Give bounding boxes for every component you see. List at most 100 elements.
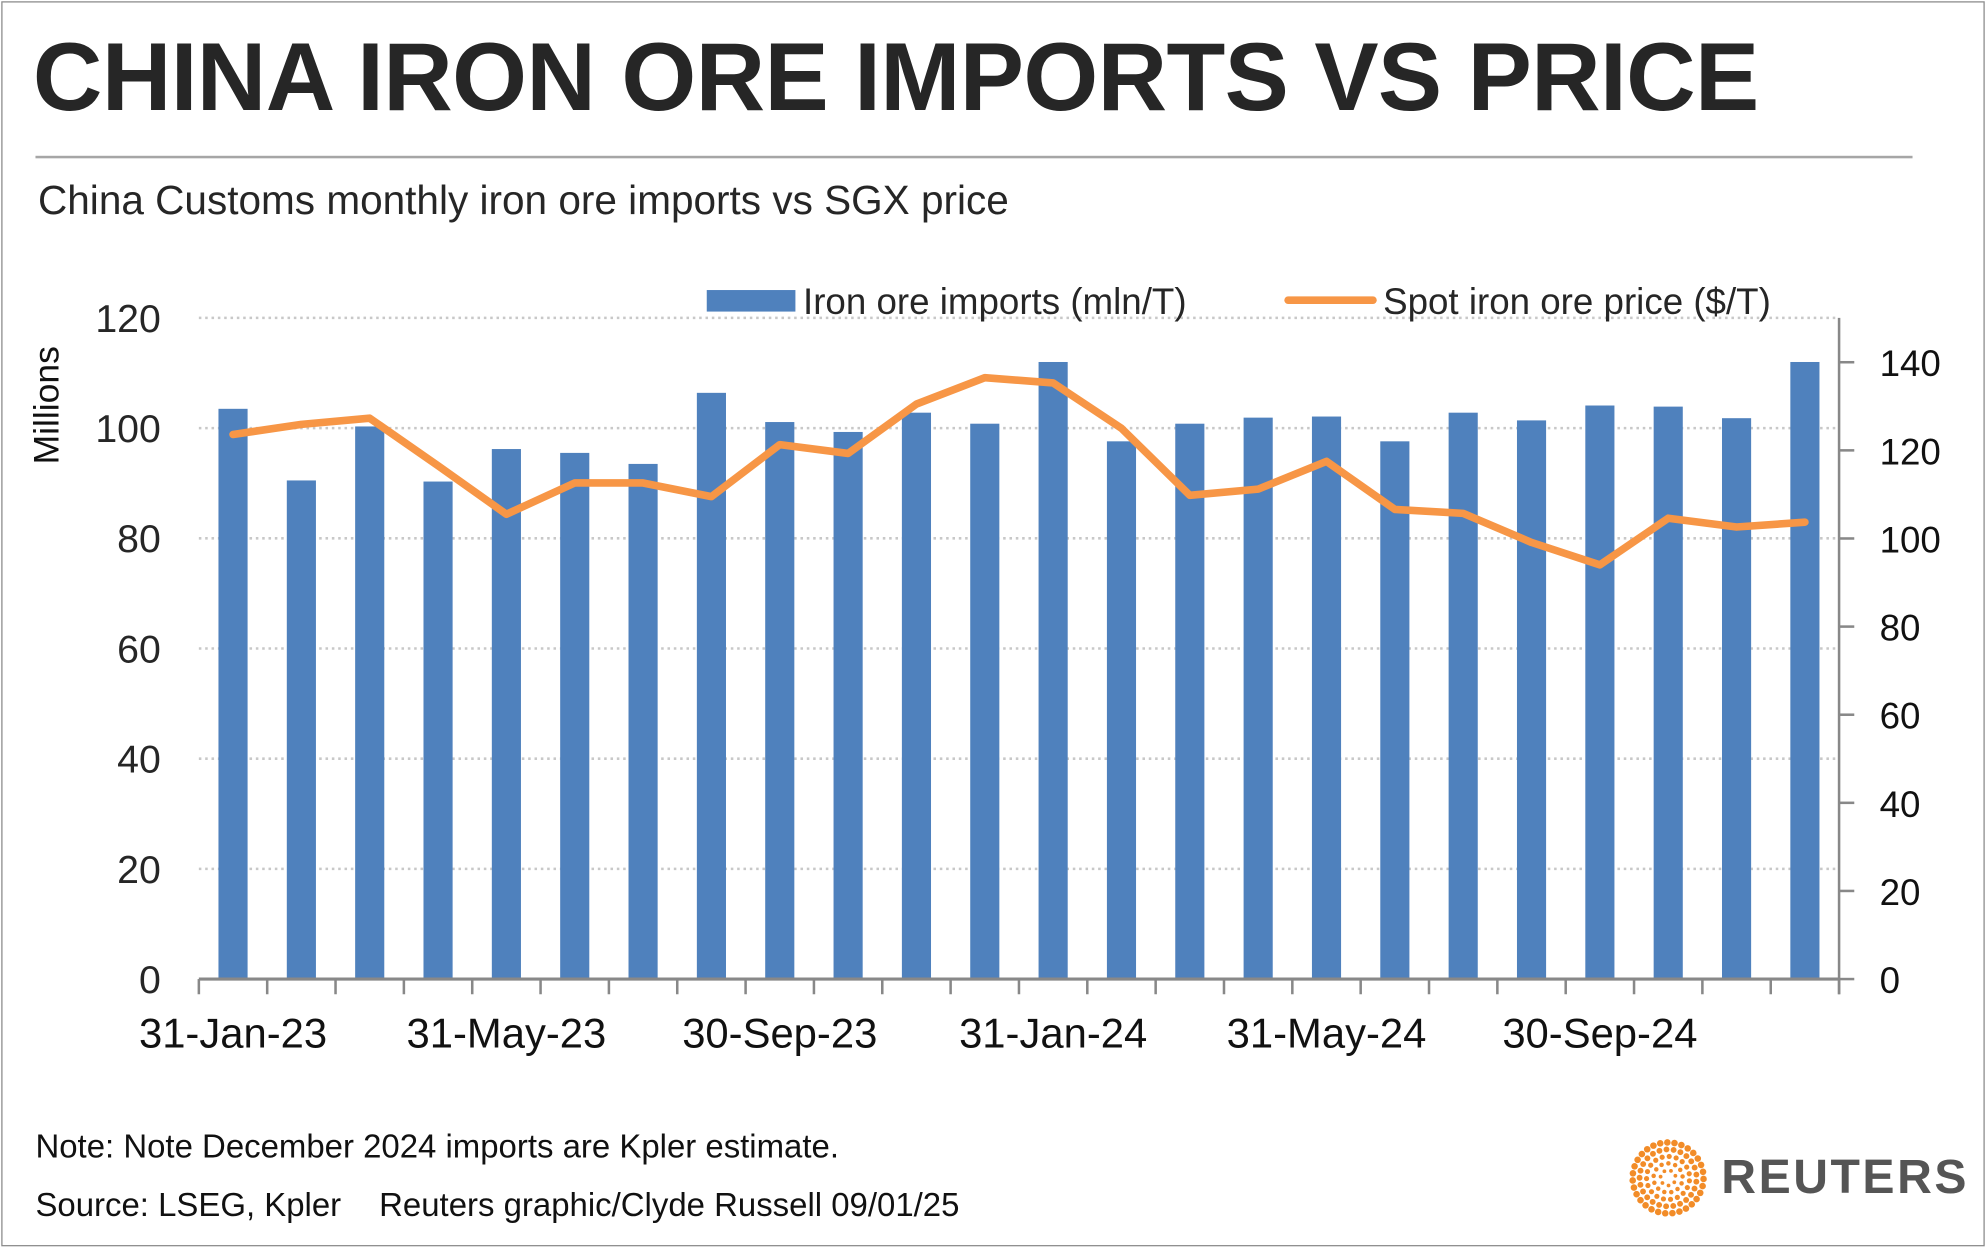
logo-dot [1700, 1169, 1707, 1176]
right-tick-label: 100 [1880, 519, 1941, 560]
logo-dot [1650, 1142, 1657, 1149]
y-axis-label: Millions [26, 346, 66, 464]
logo-dot [1664, 1139, 1671, 1146]
logo-dot [1653, 1158, 1658, 1163]
x-tick-label: 31-May-23 [407, 1009, 607, 1056]
bars [218, 362, 1819, 979]
logo-dot [1672, 1180, 1676, 1184]
legend: Iron ore imports (mln/T) Spot iron ore p… [707, 281, 1771, 322]
logo-dot [1651, 1174, 1655, 1178]
bar-30-Sep-24 [1585, 406, 1614, 980]
bar-31-Jul-23 [629, 464, 658, 979]
logo-dot [1680, 1159, 1685, 1164]
logo-dot [1654, 1194, 1659, 1199]
logo-dot [1645, 1169, 1650, 1174]
bar-31-Mar-24 [1175, 424, 1204, 979]
logo-dot [1700, 1176, 1707, 1183]
logo-dot [1698, 1162, 1705, 1169]
logo-dot [1677, 1149, 1683, 1155]
x-tick-label: 31-May-24 [1227, 1009, 1427, 1056]
logo-dot [1662, 1190, 1666, 1194]
price-line [233, 378, 1805, 566]
bar-30-Nov-23 [902, 413, 931, 979]
logo-dot [1656, 1186, 1660, 1190]
logo-dot [1657, 1140, 1664, 1147]
logo-dot [1680, 1174, 1684, 1178]
logo-dot [1645, 1183, 1650, 1188]
logo-dot [1644, 1146, 1651, 1153]
x-tick-label: 30-Sep-23 [682, 1009, 877, 1056]
logo-dot [1659, 1163, 1663, 1167]
logo-dot [1655, 1209, 1662, 1216]
logo-dot [1654, 1167, 1658, 1171]
logo-dot [1692, 1186, 1698, 1192]
bar-31-Jan-23 [218, 409, 247, 979]
reuters-logo-text: REUTERS [1721, 1151, 1969, 1205]
logo-dot [1659, 1175, 1663, 1179]
logo-dot [1661, 1181, 1665, 1185]
left-tick-label: 120 [95, 297, 161, 341]
logo-dot [1690, 1150, 1697, 1157]
logo-dot [1670, 1203, 1676, 1209]
logo-dot [1639, 1151, 1646, 1158]
logo-dot [1673, 1163, 1677, 1167]
logo-dot [1687, 1178, 1692, 1183]
logo-dot [1669, 1169, 1673, 1173]
x-tick-label: 31-Jan-24 [959, 1009, 1147, 1056]
right-tick-label: 40 [1880, 784, 1921, 825]
reuters-logo-icon [1628, 1137, 1709, 1218]
logo-dot [1637, 1197, 1644, 1204]
logo-dot [1633, 1191, 1640, 1198]
logo-dot [1688, 1201, 1695, 1208]
bar-31-Aug-23 [697, 393, 726, 979]
logo-dot [1683, 1153, 1689, 1159]
logo-dot [1631, 1184, 1638, 1191]
logo-dot [1640, 1189, 1646, 1195]
logo-dot [1644, 1155, 1650, 1161]
credit-text: Reuters graphic/Clyde Russell 09/01/25 [379, 1186, 959, 1224]
logo-dot [1671, 1140, 1678, 1147]
logo-dot [1634, 1157, 1641, 1164]
logo-dot [1649, 1189, 1654, 1194]
logo-dot [1673, 1174, 1677, 1178]
right-tick-label: 120 [1880, 431, 1941, 472]
bar-31-May-24 [1312, 417, 1341, 980]
logo-dot [1640, 1161, 1646, 1167]
bar-30-Apr-23 [423, 482, 452, 980]
logo-dot [1675, 1195, 1680, 1200]
bar-31-Aug-24 [1517, 420, 1546, 979]
right-tick-label: 80 [1880, 608, 1921, 649]
logo-dot [1679, 1181, 1683, 1185]
logo-dot [1678, 1168, 1682, 1172]
logo-dot [1638, 1168, 1644, 1174]
logo-dot [1693, 1179, 1699, 1185]
logo-dot [1644, 1176, 1649, 1181]
logo-dot [1669, 1190, 1673, 1194]
logo-dot [1671, 1147, 1677, 1153]
logo-dot [1650, 1151, 1656, 1157]
logo-dot [1637, 1175, 1643, 1181]
logo-dot [1630, 1170, 1637, 1177]
bar-30-Nov-24 [1722, 418, 1751, 979]
legend-label-imports: Iron ore imports (mln/T) [803, 281, 1187, 322]
logo-dot [1677, 1201, 1683, 1207]
logo-dot [1644, 1194, 1650, 1200]
logo-dot [1692, 1165, 1698, 1171]
logo-dot [1669, 1210, 1676, 1217]
left-tick-label: 100 [95, 407, 161, 451]
x-tick-label: 31-Jan-23 [139, 1009, 327, 1056]
right-tick-label: 60 [1880, 696, 1921, 737]
right-tick-label: 140 [1880, 343, 1941, 384]
logo-dot [1683, 1197, 1689, 1203]
left-tick-label: 80 [117, 517, 161, 561]
logo-dot [1683, 1205, 1690, 1212]
logo-dot [1662, 1169, 1666, 1173]
source-text: Source: LSEG, Kpler [35, 1186, 341, 1224]
logo-dot [1637, 1182, 1643, 1188]
logo-dot [1687, 1171, 1692, 1176]
bar-31-Dec-23 [970, 424, 999, 979]
bar-30-Sep-23 [765, 422, 794, 979]
bar-31-Jul-24 [1449, 413, 1478, 979]
